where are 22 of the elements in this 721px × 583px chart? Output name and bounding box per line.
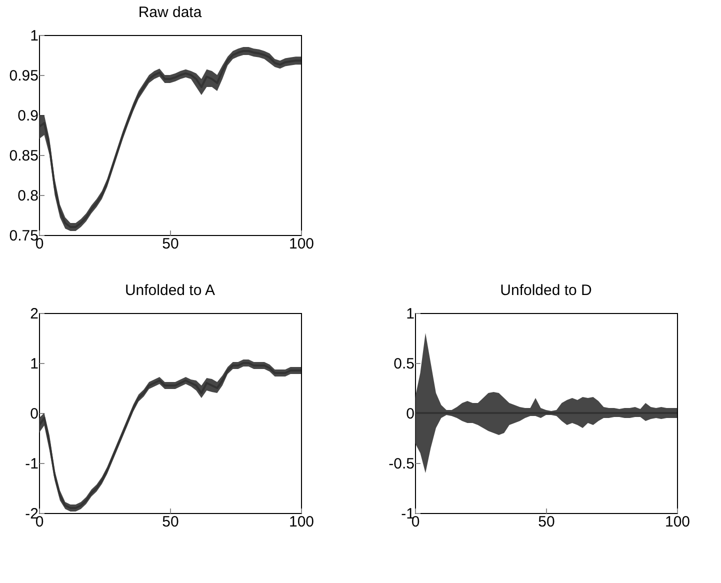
x-tick-label: 100 <box>288 236 314 252</box>
y-tick-label: 2 <box>30 306 38 322</box>
y-tick-label: 1 <box>406 306 414 322</box>
y-tick-label: 0.8 <box>18 188 38 204</box>
chart-title: Unfolded to A <box>124 282 216 299</box>
y-tick-label: 0.95 <box>9 68 38 84</box>
y-tick-label: 0.5 <box>394 356 414 372</box>
x-tick-label: 50 <box>162 236 179 252</box>
y-tick-label: 0 <box>30 406 38 422</box>
y-tick-label: 0.85 <box>9 148 38 164</box>
y-tick-label: -1 <box>25 456 38 472</box>
x-tick-label: 100 <box>288 514 314 530</box>
y-tick-label: 1 <box>30 28 38 44</box>
chart-title: Unfolded to D <box>500 282 592 299</box>
x-tick-label: 50 <box>162 514 179 530</box>
x-tick-label: 50 <box>538 514 555 530</box>
chart-title: Raw data <box>138 4 202 21</box>
y-tick-label: 0.9 <box>18 108 38 124</box>
y-tick-label: 0 <box>406 406 414 422</box>
y-tick-label: 1 <box>30 356 38 372</box>
y-tick-label: -0.5 <box>388 456 414 472</box>
x-tick-label: 100 <box>664 514 690 530</box>
